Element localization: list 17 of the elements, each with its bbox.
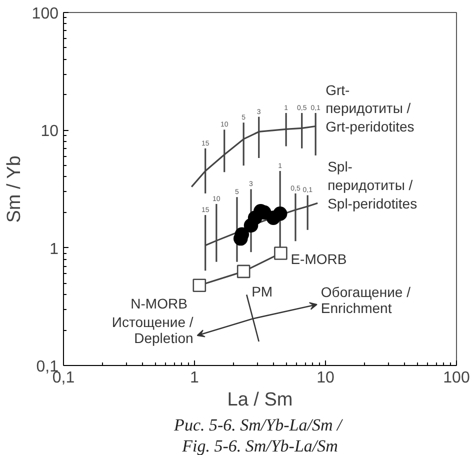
annotation: Истощение / Depletion bbox=[112, 314, 194, 346]
annotation: PM bbox=[252, 283, 273, 300]
y-tick-label: 100 bbox=[32, 6, 59, 22]
annotation: N-MORB bbox=[130, 295, 188, 312]
annotation: E-MORB bbox=[290, 251, 347, 268]
x-axis-title: La / Sm bbox=[227, 390, 293, 410]
annotation: Обогащение / Enrichment bbox=[320, 284, 411, 316]
x-tick-label: 100 bbox=[443, 370, 470, 386]
y-tick-label: 10 bbox=[40, 123, 59, 140]
series-label: Grt-перидотиты / Grt-peridotites bbox=[326, 82, 414, 135]
series-label: Spl-перидотиты / Spl-peridotites bbox=[328, 158, 418, 212]
x-tick-label: 10 bbox=[316, 370, 334, 386]
caption: Fig. 5-6. Sm/Yb-La/Sm bbox=[181, 436, 338, 455]
text: Рис. 5-6. Sm/Yb-La/Sm / bbox=[173, 416, 344, 434]
y-axis-title: Sm / Yb bbox=[4, 156, 25, 223]
y-tick-label: 1 bbox=[50, 240, 59, 258]
x-tick-label: 1 bbox=[190, 370, 200, 386]
